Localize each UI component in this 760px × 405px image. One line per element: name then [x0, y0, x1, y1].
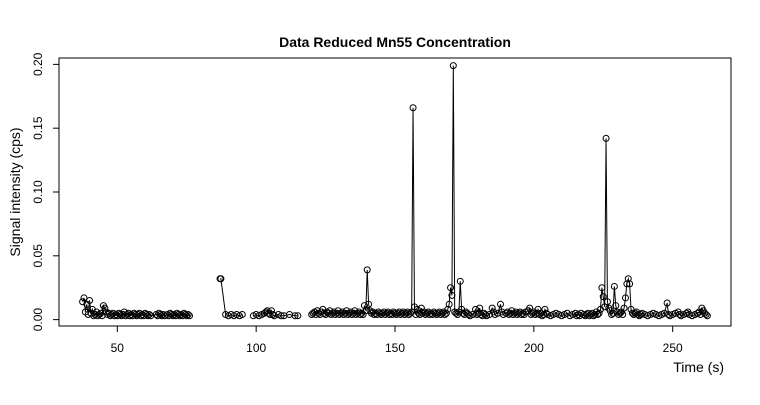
- y-tick-label: 0.00: [31, 308, 45, 332]
- data-point: [665, 311, 673, 319]
- data-point: [599, 293, 607, 301]
- data-point: [86, 296, 94, 304]
- x-tick-label: 250: [663, 341, 683, 355]
- data-point: [634, 311, 642, 319]
- series-line: [220, 278, 243, 317]
- data-point: [442, 309, 450, 317]
- data-point: [626, 280, 634, 288]
- x-tick-label: 200: [524, 341, 544, 355]
- data-point: [362, 307, 370, 315]
- data-point: [465, 311, 473, 319]
- y-tick-label: 0.20: [31, 52, 45, 76]
- data-point: [444, 305, 452, 313]
- data-point: [184, 311, 192, 319]
- y-tick-label: 0.15: [31, 116, 45, 140]
- data-point: [610, 282, 618, 290]
- data-point: [277, 312, 285, 320]
- data-point: [481, 311, 489, 319]
- data-point: [476, 304, 484, 312]
- y-tick-label: 0.05: [31, 244, 45, 268]
- data-point: [603, 298, 611, 306]
- data-point: [456, 277, 464, 285]
- data-point: [445, 300, 453, 308]
- chart-title: Data Reduced Mn55 Concentration: [279, 34, 511, 50]
- data-point: [488, 304, 496, 312]
- data-point: [360, 302, 368, 310]
- data-point: [145, 311, 153, 319]
- data-point: [80, 294, 88, 302]
- data-point: [238, 311, 246, 319]
- data-point: [448, 291, 456, 299]
- data-point: [663, 299, 671, 307]
- data-point: [363, 266, 371, 274]
- data-point: [409, 104, 417, 112]
- x-axis: 50 100 150 200 250: [111, 326, 683, 355]
- data-point: [270, 312, 278, 320]
- data-point: [621, 294, 629, 302]
- data-point: [598, 284, 606, 292]
- data-point: [595, 309, 603, 317]
- series-line-group: [82, 65, 708, 318]
- data-point: [291, 312, 299, 320]
- data-point: [623, 280, 631, 288]
- series-points-group: [79, 62, 711, 320]
- data-point: [181, 311, 189, 319]
- data-point: [676, 311, 684, 319]
- data-point: [602, 134, 610, 142]
- data-point: [365, 300, 373, 308]
- y-axis: 0.00 0.05 0.10 0.15 0.20: [31, 52, 59, 331]
- data-point: [142, 311, 150, 319]
- data-point: [660, 309, 668, 317]
- data-point: [637, 311, 645, 319]
- data-point: [266, 311, 274, 319]
- data-point: [183, 312, 191, 320]
- x-tick-label: 100: [246, 341, 266, 355]
- data-point: [186, 312, 194, 320]
- x-axis-label: Time (s): [673, 359, 724, 375]
- data-point: [619, 311, 627, 319]
- data-point: [356, 311, 364, 319]
- data-point: [217, 275, 225, 283]
- data-point: [608, 311, 616, 319]
- data-point: [702, 311, 710, 319]
- data-point: [624, 275, 632, 283]
- data-point: [294, 312, 302, 320]
- data-point: [497, 300, 505, 308]
- y-axis-label: Signal intensity (cps): [7, 127, 23, 256]
- data-point: [620, 304, 628, 312]
- data-point: [101, 304, 109, 312]
- data-point: [612, 302, 620, 310]
- data-point: [703, 312, 711, 320]
- data-point: [156, 311, 164, 319]
- y-tick-label: 0.10: [31, 180, 45, 204]
- data-point: [144, 312, 152, 320]
- data-point: [447, 284, 455, 292]
- series-line: [311, 65, 708, 317]
- x-tick-label: 50: [111, 341, 125, 355]
- x-tick-label: 150: [385, 341, 405, 355]
- data-point: [449, 62, 457, 70]
